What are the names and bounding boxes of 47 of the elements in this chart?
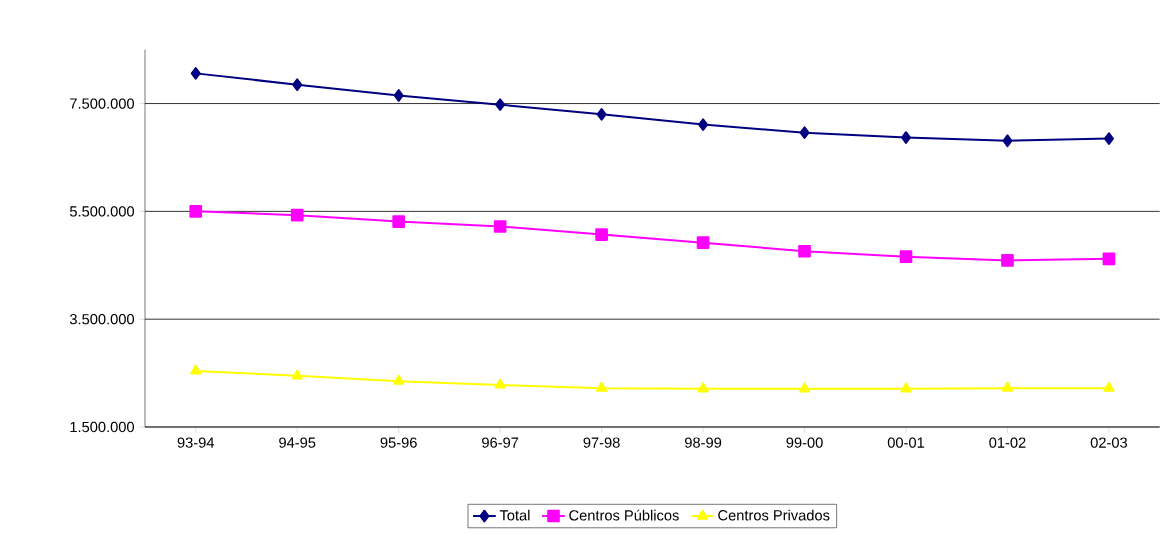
y-tick-label: 5.500.000 [69,206,135,217]
point [292,78,303,92]
y-tick-label: 1.500.000 [70,421,135,433]
point [697,382,709,393]
point [291,369,303,380]
x-tick-label: 95-96 [380,437,417,448]
point [393,89,404,102]
point [190,67,201,80]
x-tick-label: 00-01 [887,437,925,448]
x-tick-label: 97-98 [583,437,620,448]
y-tick-label: 3.500.000 [69,314,135,325]
point [696,236,710,249]
point [493,220,507,233]
legend-label: Centros Públicos [569,509,679,521]
x-tick-label: 96-97 [482,437,519,448]
point [595,381,608,392]
point [494,378,506,389]
point [799,126,810,140]
point [392,215,406,228]
point [495,98,506,111]
legend-label: Total [499,509,530,521]
legend-label: Centros Privados [718,509,830,521]
point [596,108,607,121]
point [1001,381,1014,392]
point [1103,381,1115,392]
x-tick-label: 99-00 [786,437,823,448]
point [698,118,709,131]
point [189,205,203,218]
point [595,228,608,241]
point [798,382,811,393]
point [190,364,202,375]
y-tick-label: 7.500.000 [70,98,135,109]
x-tick-label: 02-03 [1090,437,1128,448]
point [290,208,304,222]
point [899,250,913,263]
x-tick-label: 01-02 [989,437,1026,448]
point [1102,252,1116,266]
point [393,374,405,385]
point [901,131,912,144]
point [798,244,811,258]
x-tick-label: 94-95 [279,437,316,448]
point [900,382,912,393]
point [1103,132,1114,145]
x-tick-label: 98-99 [685,437,722,448]
point [1002,134,1013,148]
x-tick-label: 93-94 [177,437,215,448]
point [1001,254,1014,267]
